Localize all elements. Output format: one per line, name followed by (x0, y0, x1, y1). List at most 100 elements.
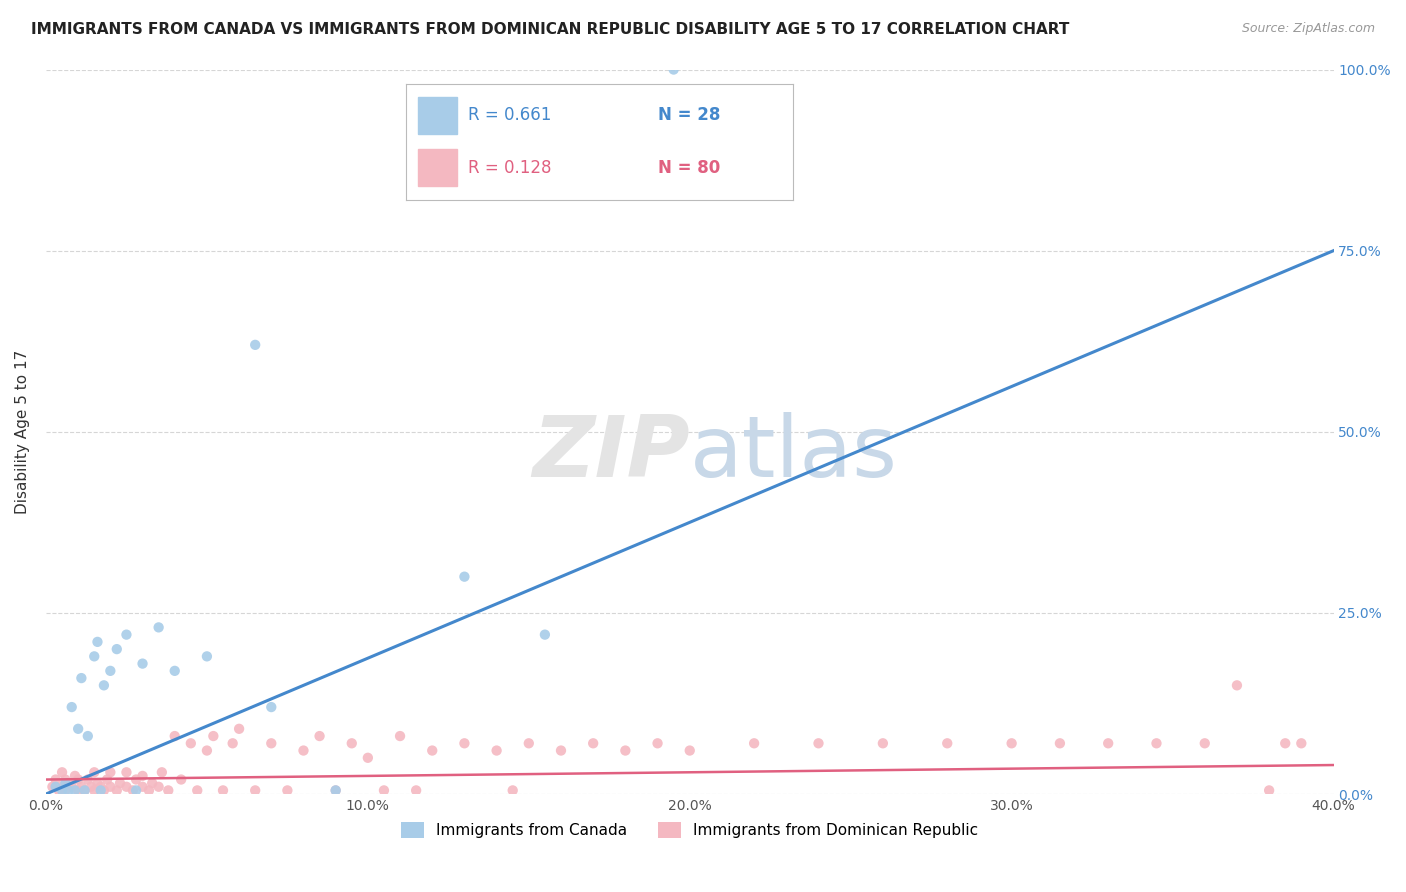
Point (76, 729, 98, 743)
Point (141, 776, 163, 790)
Point (260, 736, 283, 750)
Point (51, 783, 73, 797)
Point (325, 783, 347, 797)
Point (105, 642, 128, 657)
Point (148, 620, 170, 634)
Point (51, 780, 73, 794)
Point (679, 743, 702, 757)
Point (647, 736, 669, 750)
Point (115, 780, 138, 794)
Point (228, 722, 250, 736)
Point (742, 736, 765, 750)
Point (41, 780, 63, 794)
Text: atlas: atlas (690, 412, 898, 495)
Point (122, 783, 145, 797)
Point (157, 783, 180, 797)
Point (51, 765, 73, 780)
Point (389, 729, 412, 743)
Point (614, 743, 637, 757)
Point (195, 743, 218, 757)
Point (1274, 736, 1296, 750)
Point (83, 783, 105, 797)
Point (105, 783, 128, 797)
Point (58, 776, 80, 790)
Point (582, 736, 605, 750)
Point (90, 780, 112, 794)
Point (502, 783, 524, 797)
Point (550, 743, 572, 757)
Point (45, 772, 67, 787)
Point (90, 783, 112, 797)
Point (221, 736, 243, 750)
Text: Source: ZipAtlas.com: Source: ZipAtlas.com (1241, 22, 1375, 36)
Point (186, 783, 208, 797)
Point (276, 783, 298, 797)
Point (93, 678, 115, 692)
Point (150, 765, 173, 780)
Point (86, 635, 108, 649)
Point (58, 783, 80, 797)
Point (212, 783, 235, 797)
Point (202, 729, 225, 743)
Point (80, 780, 103, 794)
Point (60, 700, 83, 714)
Point (83, 765, 105, 780)
Point (125, 783, 148, 797)
Point (1001, 736, 1024, 750)
Point (83, 649, 105, 664)
Point (357, 751, 380, 765)
Point (195, 649, 218, 664)
Point (405, 783, 427, 797)
Point (245, 338, 267, 352)
Point (131, 769, 153, 783)
Point (245, 783, 267, 797)
Point (53, 776, 76, 790)
Point (163, 729, 186, 743)
Point (86, 776, 108, 790)
Point (131, 780, 153, 794)
Point (1226, 678, 1249, 692)
Point (108, 776, 131, 790)
Point (373, 783, 395, 797)
Point (98, 664, 121, 678)
Point (131, 657, 153, 671)
Point (662, 62, 685, 77)
Point (93, 783, 115, 797)
Point (1049, 736, 1071, 750)
Point (180, 736, 202, 750)
Point (60, 780, 83, 794)
Point (63, 783, 86, 797)
Point (485, 743, 508, 757)
Y-axis label: Disability Age 5 to 17: Disability Age 5 to 17 (15, 350, 30, 514)
Point (872, 736, 894, 750)
Point (1146, 736, 1168, 750)
Point (73, 783, 96, 797)
Point (67, 783, 90, 797)
Point (73, 783, 96, 797)
Text: IMMIGRANTS FROM CANADA VS IMMIGRANTS FROM DOMINICAN REPUBLIC DISABILITY AGE 5 TO: IMMIGRANTS FROM CANADA VS IMMIGRANTS FRO… (31, 22, 1070, 37)
Point (53, 783, 76, 797)
Point (98, 780, 121, 794)
Text: ZIP: ZIP (531, 412, 690, 495)
Point (48, 783, 70, 797)
Point (98, 765, 121, 780)
Point (76, 772, 98, 787)
Point (148, 780, 170, 794)
Point (308, 729, 330, 743)
Point (1194, 736, 1216, 750)
Point (163, 664, 186, 678)
Point (453, 569, 475, 583)
Point (420, 743, 443, 757)
Point (325, 783, 347, 797)
Point (45, 780, 67, 794)
Point (70, 780, 93, 794)
Legend: Immigrants from Canada, Immigrants from Dominican Republic: Immigrants from Canada, Immigrants from … (395, 816, 984, 845)
Point (1291, 736, 1313, 750)
Point (1258, 783, 1281, 797)
Point (260, 700, 283, 714)
Point (67, 772, 90, 787)
Point (63, 769, 86, 783)
Point (115, 765, 138, 780)
Point (67, 722, 90, 736)
Point (70, 671, 93, 685)
